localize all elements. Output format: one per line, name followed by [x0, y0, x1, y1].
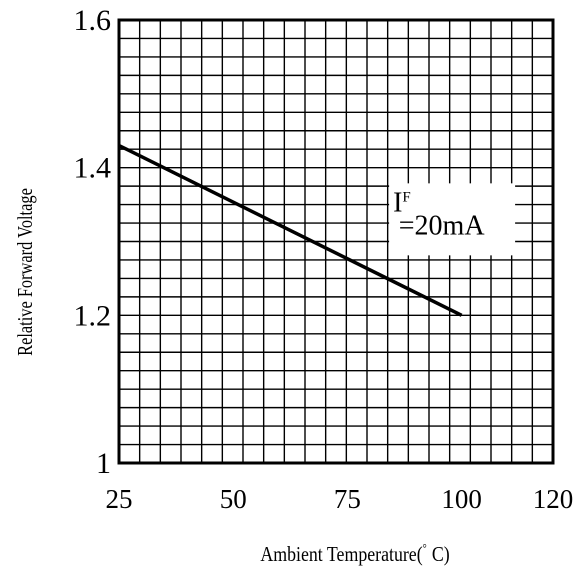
grid-lines — [119, 20, 553, 463]
series-group — [118, 143, 463, 317]
series-line — [118, 143, 463, 317]
x-tick-label: 25 — [106, 484, 133, 514]
x-tick-label: 120 — [533, 484, 574, 514]
annotation-superscript: F — [402, 189, 410, 205]
y-tick-labels: 1 1.2 1.4 1.6 — [74, 4, 112, 480]
annotation-label: IF =20mA — [393, 187, 485, 241]
y-tick-label: 1.4 — [74, 152, 112, 185]
x-tick-labels: 25 50 75 100 120 — [106, 484, 574, 514]
x-axis-label-unit: C) — [432, 544, 450, 567]
x-tick-label: 100 — [441, 484, 482, 514]
y-tick-label: 1 — [96, 447, 111, 480]
plot-frame — [117, 18, 555, 465]
annotation-background — [389, 183, 516, 256]
x-axis-label-degree: ° — [423, 542, 427, 555]
y-tick-label: 1.6 — [74, 4, 112, 37]
y-axis-label: Relative Forward Voltage — [14, 188, 37, 356]
annotation-main: I — [393, 187, 402, 218]
y-tick-label: 1.2 — [74, 299, 112, 332]
x-tick-label: 75 — [334, 484, 361, 514]
x-axis-label-text: Ambient Temperature( — [260, 544, 422, 567]
x-axis-label: Ambient Temperature(° C) — [260, 542, 449, 566]
x-tick-label: 50 — [220, 484, 247, 514]
annotation-value: =20mA — [399, 210, 486, 241]
